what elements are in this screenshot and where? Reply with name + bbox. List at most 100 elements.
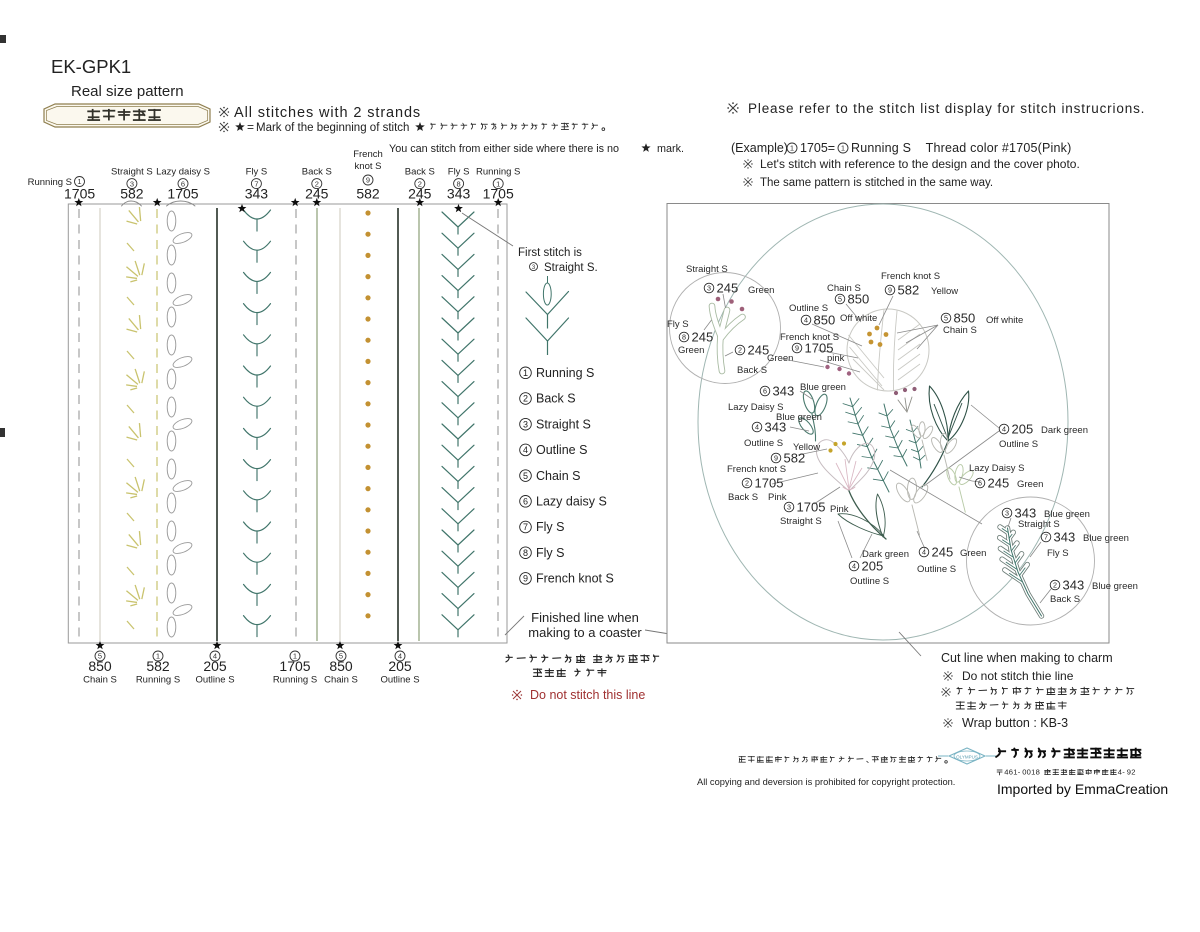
svg-text:Do not stitch this line: Do not stitch this line [530, 688, 645, 702]
svg-text:9: 9 [888, 286, 892, 295]
svg-text:Back S: Back S [1050, 594, 1080, 605]
svg-text:7: 7 [523, 522, 528, 532]
svg-text:5: 5 [838, 295, 842, 304]
svg-text:5: 5 [523, 471, 528, 481]
svg-text:Real size pattern: Real size pattern [71, 83, 184, 100]
svg-text:9: 9 [774, 454, 778, 463]
svg-text:850: 850 [329, 658, 353, 674]
svg-text:Outline S: Outline S [917, 564, 956, 575]
svg-text:8: 8 [682, 333, 686, 342]
svg-text:Running S: Running S [536, 366, 594, 380]
svg-text:Blue green: Blue green [1083, 533, 1129, 544]
svg-text:EK-GPK1: EK-GPK1 [51, 56, 131, 77]
svg-text:3: 3 [523, 419, 528, 429]
svg-text:9: 9 [523, 574, 528, 584]
svg-text:Yellow: Yellow [931, 286, 958, 297]
svg-text:Chain S: Chain S [536, 469, 580, 483]
svg-text:4: 4 [523, 445, 528, 455]
svg-text:1705=: 1705= [800, 141, 835, 155]
svg-text:Outline S: Outline S [999, 439, 1038, 450]
svg-text:1705: 1705 [279, 658, 310, 674]
svg-text:4: 4 [755, 423, 759, 432]
svg-text:Let's stitch with reference to: Let's stitch with reference to the desig… [760, 157, 1080, 171]
svg-text:Fly S: Fly S [1047, 548, 1069, 559]
svg-text:Please refer to the stitch lis: Please refer to the stitch list display … [748, 101, 1145, 116]
svg-text:Blue green: Blue green [1092, 581, 1138, 592]
svg-text:Cut line when making to charm: Cut line when making to charm [941, 651, 1113, 665]
svg-text:Lazy daisy S: Lazy daisy S [536, 495, 607, 509]
svg-text:mark.: mark. [657, 143, 684, 155]
svg-text:Off white: Off white [840, 313, 877, 324]
svg-text:9: 9 [366, 176, 370, 185]
svg-text:Green: Green [1017, 479, 1043, 490]
svg-text:Green: Green [678, 345, 704, 356]
svg-text:6: 6 [523, 497, 528, 507]
svg-text:8: 8 [523, 548, 528, 558]
svg-text:205: 205 [203, 658, 227, 674]
svg-text:245: 245 [932, 545, 954, 560]
svg-text:First stitch is: First stitch is [518, 247, 582, 259]
svg-text:3: 3 [707, 284, 711, 293]
svg-text:Blue green: Blue green [800, 382, 846, 393]
svg-text:Lazy daisy S: Lazy daisy S [156, 167, 210, 178]
svg-text:=: = [247, 120, 254, 134]
svg-text:Fly S: Fly S [448, 167, 470, 178]
svg-text:245: 245 [717, 281, 739, 296]
svg-text:1: 1 [841, 144, 845, 153]
svg-text:Outline S: Outline S [850, 576, 889, 587]
svg-text:French: French [353, 149, 383, 160]
svg-text:Pink: Pink [830, 504, 849, 515]
svg-text:205: 205 [862, 559, 884, 574]
svg-text:Straight S: Straight S [111, 167, 153, 178]
svg-text:Do not stitch thie line: Do not stitch thie line [962, 669, 1074, 683]
svg-text:Off white: Off white [986, 315, 1023, 326]
svg-text:Straight S: Straight S [780, 516, 822, 527]
svg-text:3: 3 [1005, 509, 1009, 518]
svg-text:Back S: Back S [536, 392, 576, 406]
svg-text:343: 343 [1063, 578, 1085, 593]
svg-text:pink: pink [827, 353, 845, 364]
svg-text:1: 1 [790, 144, 794, 153]
svg-text:Outline S: Outline S [195, 675, 234, 686]
svg-text:French knot S: French knot S [727, 464, 786, 475]
svg-text:2: 2 [745, 479, 749, 488]
svg-text:Fly S: Fly S [667, 319, 689, 330]
svg-text:Green: Green [748, 285, 774, 296]
svg-text:Back S: Back S [728, 492, 758, 503]
svg-text:850: 850 [954, 311, 976, 326]
svg-text:Pink: Pink [768, 492, 787, 503]
svg-text:582: 582 [356, 186, 380, 202]
svg-text:making to a coaster: making to a coaster [528, 625, 642, 640]
svg-text:All copying and deversion is p: All copying and deversion is prohibited … [697, 777, 955, 787]
svg-text:245: 245 [988, 476, 1010, 491]
svg-text:All stitches with 2 strands: All stitches with 2 strands [234, 105, 421, 121]
svg-text:2: 2 [1053, 581, 1057, 590]
svg-text:Running S: Running S [476, 167, 520, 178]
svg-text:Lazy Daisy S: Lazy Daisy S [969, 463, 1024, 474]
svg-text:205: 205 [388, 658, 412, 674]
svg-text:6: 6 [978, 479, 982, 488]
svg-text:Wrap button : KB-3: Wrap button : KB-3 [962, 716, 1068, 730]
svg-text:Green: Green [960, 548, 986, 559]
svg-text:343: 343 [1054, 530, 1076, 545]
svg-text:1705: 1705 [755, 476, 784, 491]
svg-text:Finished line when: Finished line when [531, 610, 639, 625]
svg-text:4: 4 [852, 562, 856, 571]
svg-text:4: 4 [1002, 425, 1006, 434]
svg-text:Outline S: Outline S [744, 438, 783, 449]
svg-text:582: 582 [146, 658, 170, 674]
svg-text:Straight S: Straight S [686, 264, 728, 275]
svg-text:8: 8 [1036, 768, 1040, 777]
svg-text:7: 7 [1044, 533, 1048, 542]
svg-text:French knot S: French knot S [536, 572, 614, 586]
svg-text:Running S Thread color #170: Running S Thread color #1705(Pink) [851, 141, 1072, 155]
svg-text:You can stitch from either sid: You can stitch from either side where th… [389, 143, 619, 155]
svg-text:245: 245 [692, 330, 714, 345]
svg-text:245: 245 [305, 186, 329, 202]
svg-text:1705: 1705 [483, 186, 514, 202]
svg-text:(Example): (Example) [731, 141, 788, 155]
svg-text:5: 5 [944, 314, 948, 323]
svg-text:Straight S: Straight S [1018, 519, 1060, 530]
svg-text:9: 9 [795, 344, 799, 353]
svg-text:245: 245 [748, 343, 770, 358]
